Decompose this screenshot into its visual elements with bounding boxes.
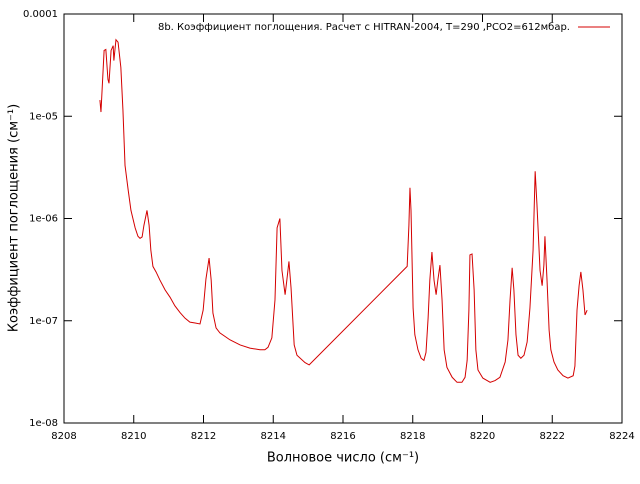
x-tick-label: 8210 [121, 431, 146, 442]
x-tick-label: 8220 [470, 431, 495, 442]
x-tick-label: 8212 [191, 431, 216, 442]
y-tick-label: 1e-07 [29, 316, 58, 327]
y-tick-label: 1e-08 [29, 418, 58, 429]
x-tick-label: 8222 [540, 431, 565, 442]
y-tick-label: 1e-05 [29, 111, 58, 122]
y-axis-title: Коэффициент поглощения (см⁻¹) [7, 104, 22, 332]
y-tick-label: 0.0001 [23, 9, 58, 20]
x-tick-label: 8216 [330, 431, 355, 442]
y-tick-label: 1e-06 [29, 214, 58, 225]
x-tick-label: 8224 [609, 431, 634, 442]
legend-label: 8b. Коэффициент поглощения. Расчет с HIT… [158, 22, 570, 33]
x-tick-label: 8214 [261, 431, 286, 442]
x-tick-label: 8218 [400, 431, 425, 442]
data-line [99, 38, 588, 383]
x-tick-label: 8208 [51, 431, 76, 442]
x-axis-title: Волновое число (см⁻¹) [267, 451, 419, 466]
